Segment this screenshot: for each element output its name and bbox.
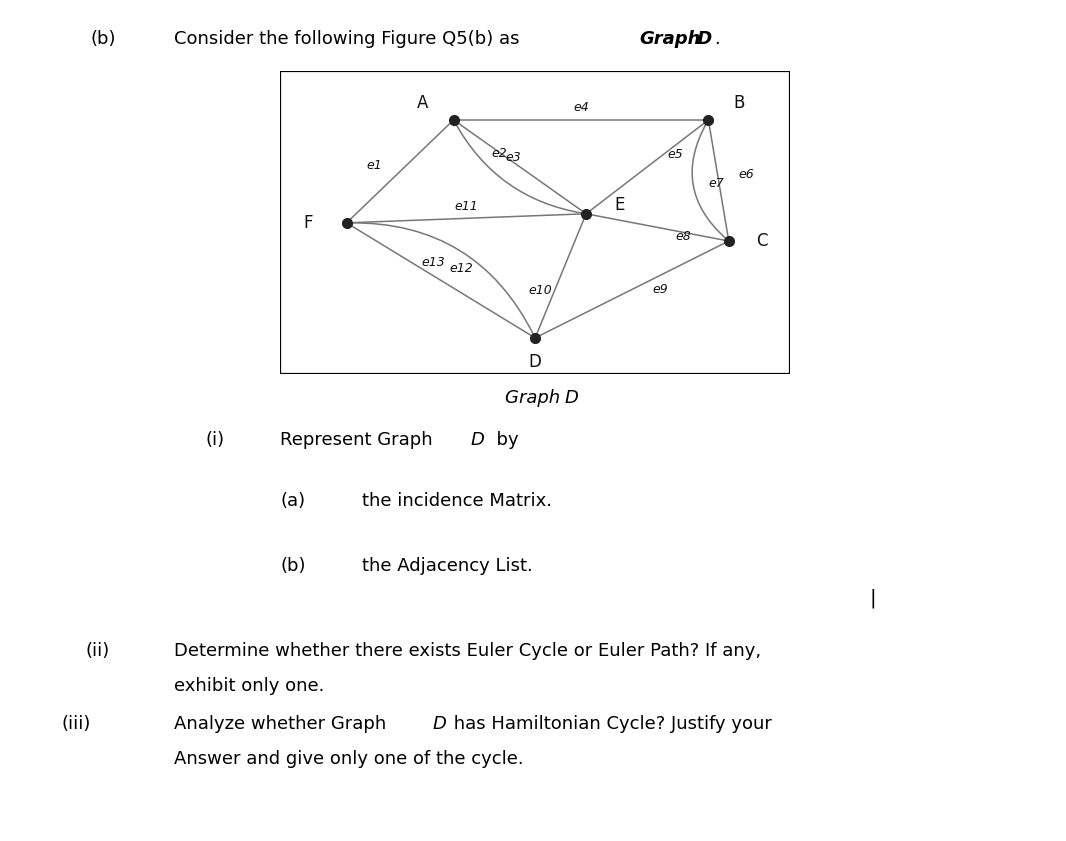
Text: e5: e5 [667,148,683,161]
Text: Answer and give only one of the cycle.: Answer and give only one of the cycle. [174,750,523,768]
Text: (i): (i) [206,431,225,449]
Text: A: A [418,94,429,113]
Text: e6: e6 [739,168,755,181]
Text: e10: e10 [529,284,552,298]
Text: D: D [470,431,484,449]
Text: (b): (b) [91,30,116,48]
Text: e4: e4 [574,101,588,114]
Text: e11: e11 [454,199,479,213]
Text: Graph: Graph [504,389,566,406]
Text: C: C [756,232,768,250]
Text: Consider the following Figure Q5(b) as: Consider the following Figure Q5(b) as [174,30,526,48]
Text: D: D [433,715,447,733]
Text: (b): (b) [280,557,306,574]
Text: has Hamiltonian Cycle? Justify your: has Hamiltonian Cycle? Justify your [448,715,772,733]
Text: (a): (a) [280,492,306,510]
Text: |: | [870,589,876,608]
Text: e13: e13 [422,256,446,269]
Text: e9: e9 [652,283,667,296]
Text: D: D [529,353,542,371]
Text: e7: e7 [709,177,725,189]
Text: by: by [485,431,519,449]
Text: the Adjacency List.: the Adjacency List. [362,557,533,574]
Text: the incidence Matrix.: the incidence Matrix. [362,492,552,510]
Text: B: B [733,94,745,113]
Text: .: . [714,30,720,48]
FancyArrowPatch shape [692,122,727,239]
Text: D: D [565,389,579,406]
Text: e8: e8 [675,230,691,243]
Text: Analyze whether Graph: Analyze whether Graph [174,715,392,733]
Text: e2: e2 [491,146,507,160]
Text: exhibit only one.: exhibit only one. [174,677,324,695]
Text: F: F [304,214,313,232]
Text: D: D [691,30,712,48]
Text: Graph: Graph [640,30,701,48]
Text: Determine whether there exists Euler Cycle or Euler Path? If any,: Determine whether there exists Euler Cyc… [174,642,761,659]
Text: e3: e3 [505,151,520,163]
Text: e12: e12 [450,262,473,275]
Text: (ii): (ii) [85,642,110,659]
Text: E: E [614,196,625,214]
FancyArrowPatch shape [350,223,534,336]
Text: Represent Graph: Represent Graph [280,431,439,449]
Text: (iii): (iii) [62,715,92,733]
FancyArrowPatch shape [455,123,583,214]
Text: e1: e1 [367,159,383,172]
